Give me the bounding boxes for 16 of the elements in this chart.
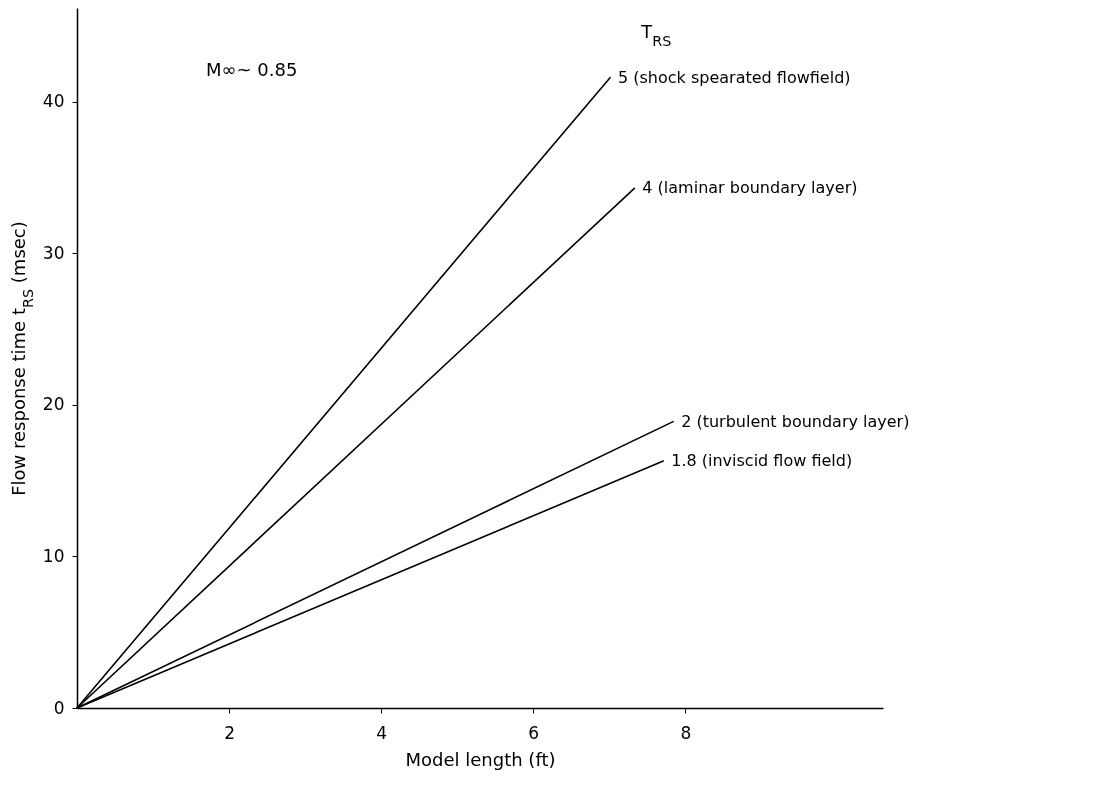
series-label: 5 (shock spearated flowfield) xyxy=(618,67,851,87)
x-tick-label: 2 xyxy=(224,722,235,743)
annotation: T$_{RS}$ xyxy=(640,20,672,49)
series-label: 2 (turbulent boundary layer) xyxy=(681,411,910,431)
series-label: 4 (laminar boundary layer) xyxy=(642,178,858,198)
x-tick-label: 4 xyxy=(376,722,388,743)
y-tick-label: 0 xyxy=(53,697,65,718)
annotation: M∞~ 0.85 xyxy=(205,59,298,80)
y-tick-label: 20 xyxy=(42,394,65,415)
x-axis-title: Model length (ft) xyxy=(405,748,556,770)
x-tick-label: 6 xyxy=(528,722,540,743)
y-tick-label: 10 xyxy=(42,545,65,566)
y-tick-label: 30 xyxy=(42,242,65,263)
y-tick-label: 40 xyxy=(42,91,65,112)
series-label: 1.8 (inviscid flow field) xyxy=(671,451,853,471)
x-tick-label: 8 xyxy=(680,722,692,743)
